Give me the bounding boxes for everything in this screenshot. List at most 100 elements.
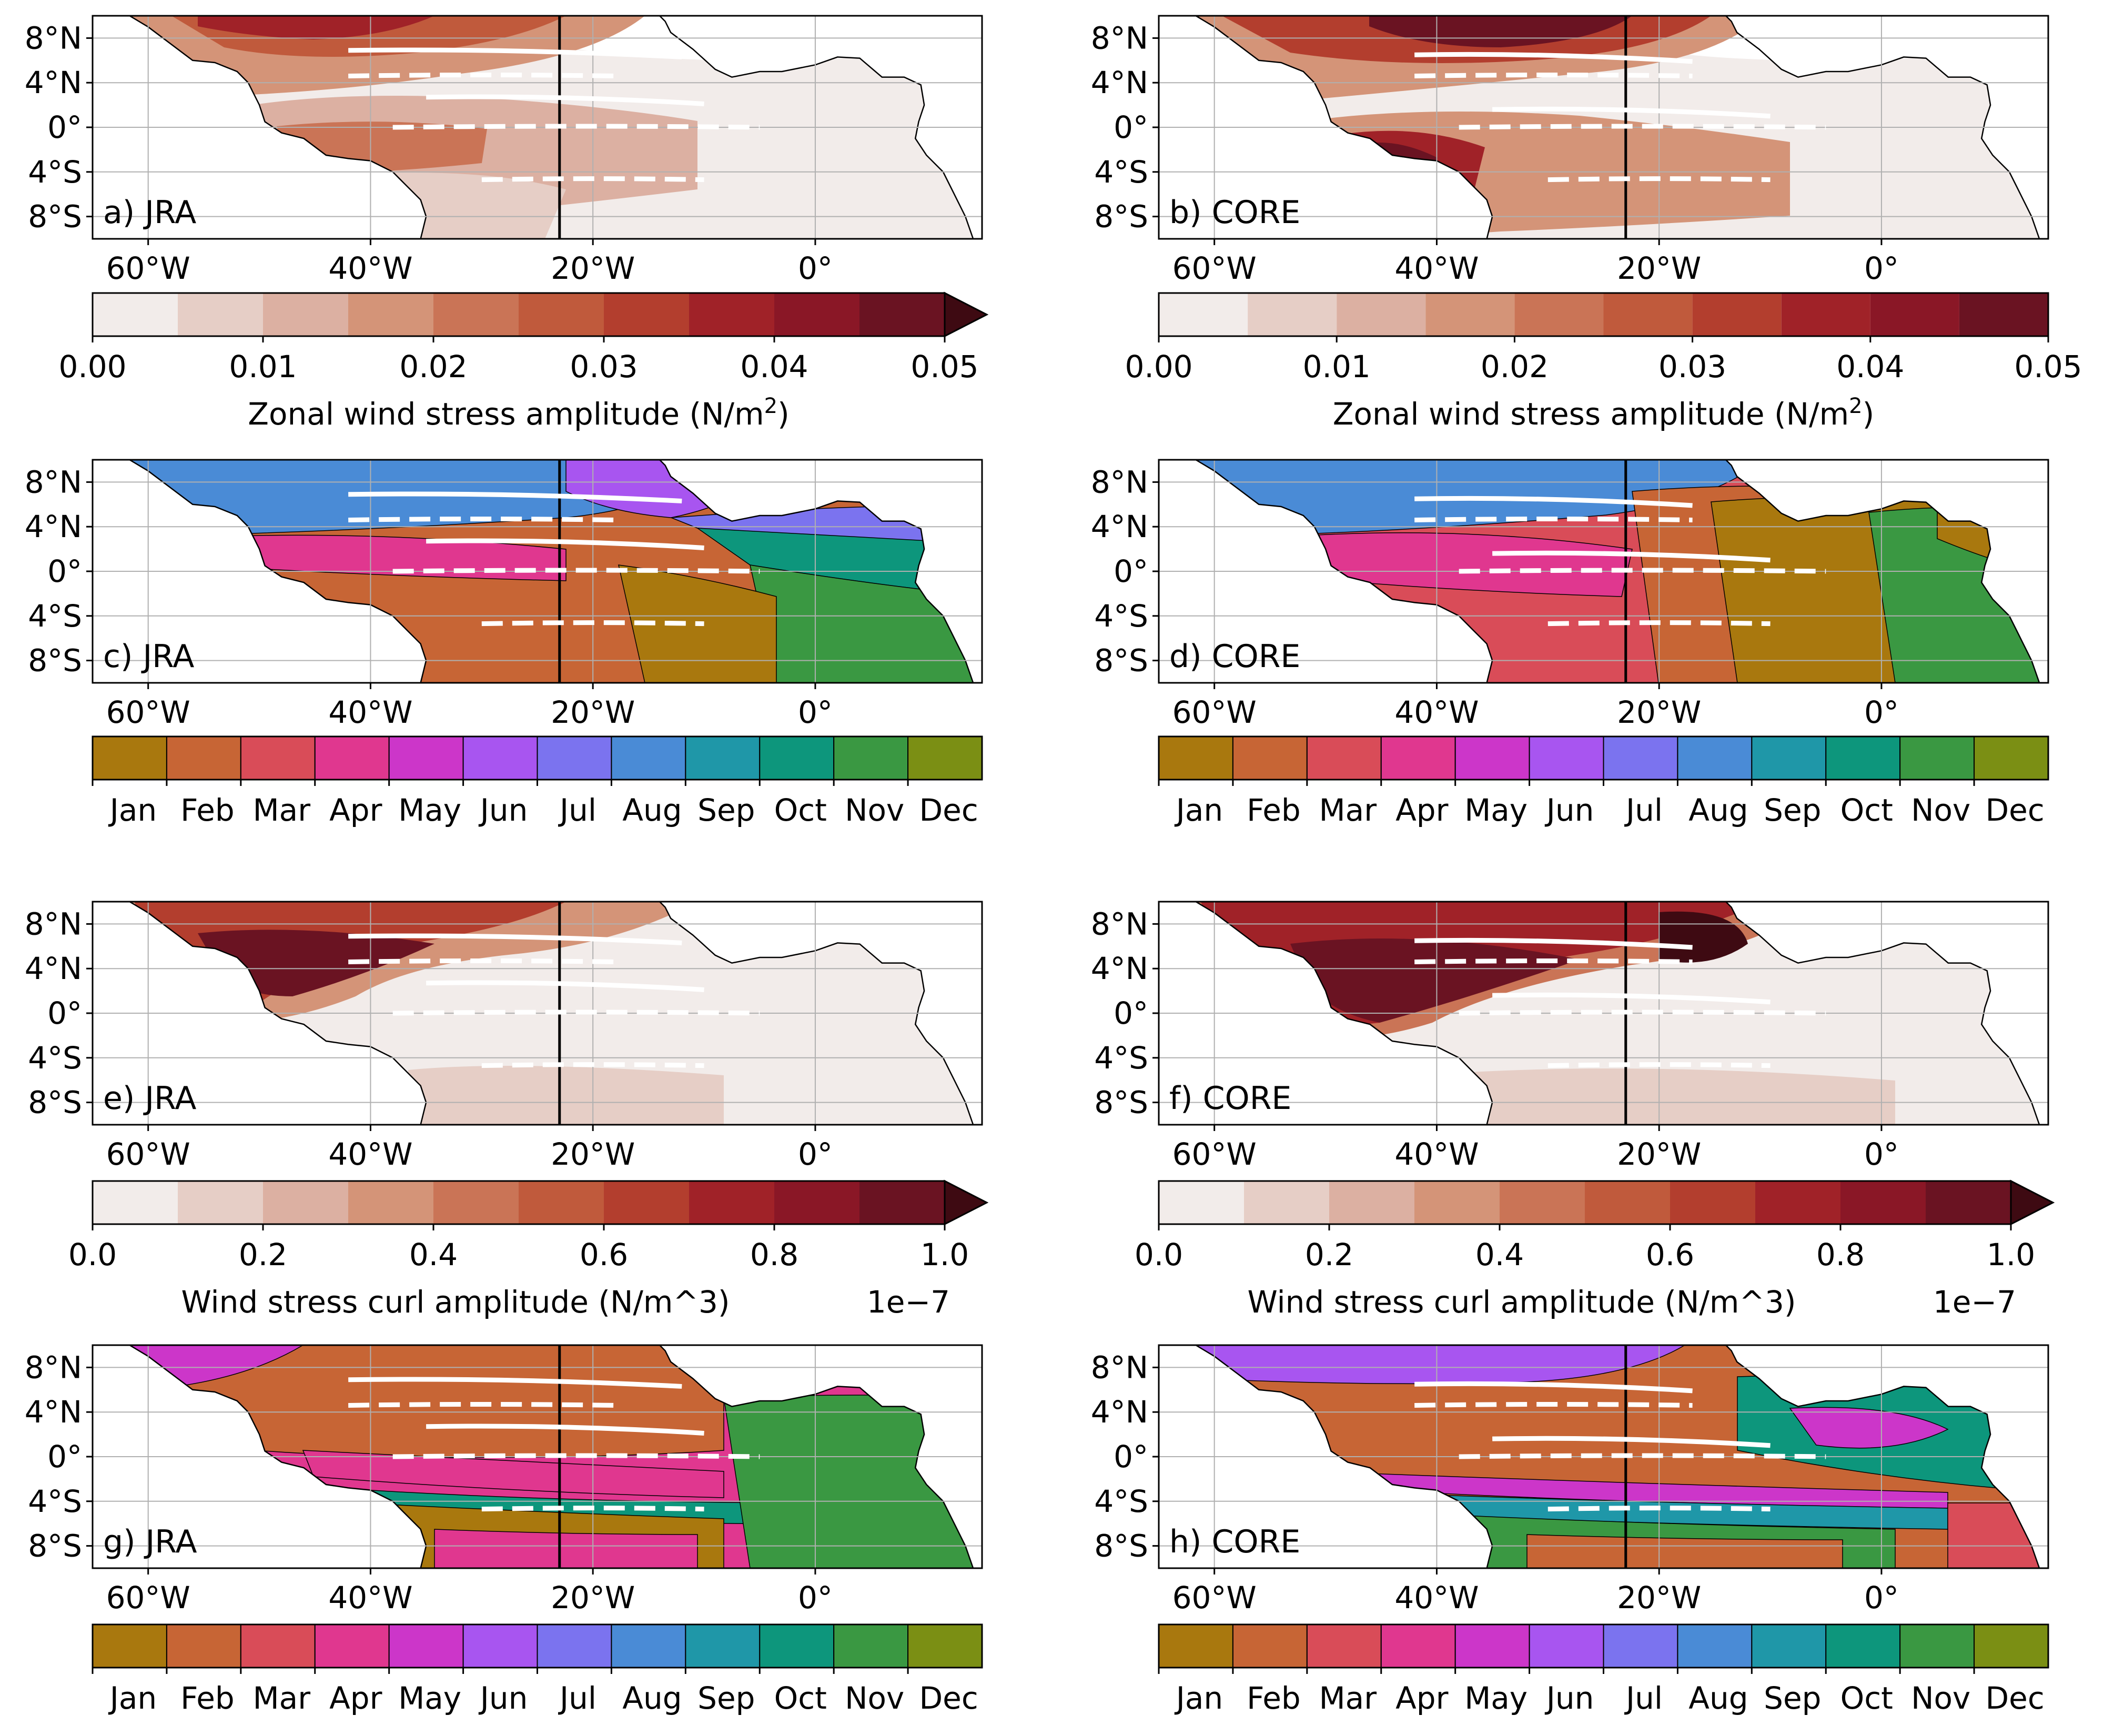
lat-tick-label: 0° (47, 553, 82, 589)
section-dashed-line (1414, 516, 1693, 522)
contour-band (434, 1529, 698, 1568)
month-tick-label: Jan (108, 1680, 157, 1716)
lat-tick-label: 8°N (25, 20, 82, 56)
section-solid-line (348, 491, 682, 503)
panel-label: a) JRA (103, 194, 196, 231)
lat-tick-label: 8°S (28, 1528, 82, 1564)
month-tick-label: May (398, 792, 461, 828)
colorbar-cell (1414, 1181, 1500, 1224)
month-tick-label: Apr (329, 792, 382, 828)
colorbar-cell (1529, 736, 1604, 780)
colorbar-tick-label: 0.02 (399, 349, 467, 385)
section-dashed-line (1547, 176, 1771, 183)
land-africa (621, 902, 982, 1125)
colorbar-cell (1454, 736, 1530, 780)
colorbar-cell (93, 293, 178, 336)
section-dashed-line (348, 72, 615, 78)
section-dashed-line (481, 1062, 704, 1068)
month-tick-label: Apr (1395, 792, 1448, 828)
colorbar-title: Zonal wind stress amplitude (N/m2) (248, 394, 789, 432)
month-tick-label: Sep (1764, 792, 1821, 828)
colorbar-title-text: Wind stress curl amplitude (N/m^3) (1247, 1284, 1796, 1320)
colorbar-tick-label: 0.4 (1475, 1237, 1524, 1273)
lat-tick-label: 8°N (1091, 20, 1148, 56)
colorbar-tick-label: 0.4 (409, 1237, 458, 1273)
colorbar-tick-label: 0.6 (1646, 1237, 1694, 1273)
lon-tick-label: 60°W (1172, 250, 1257, 286)
colorbar-cell (1585, 1181, 1670, 1224)
colorbar-cell (1159, 293, 1248, 336)
section-solid-line (348, 1377, 682, 1389)
colorbar-title-text: Zonal wind stress amplitude (N/m (248, 396, 764, 432)
month-tick-label: Jun (1545, 792, 1594, 828)
lon-tick-label: 40°W (1394, 250, 1479, 286)
field-b (1159, 16, 2048, 239)
colorbar-multiplier: 1e−7 (867, 1284, 950, 1320)
lat-tick-label: 4°S (1094, 1040, 1148, 1076)
colorbar-cell (537, 736, 612, 780)
map-panel-e: e) JRA 8°N 4°N 0° 4°S 8°S 60°W 40°W 20°W 0° (25, 901, 983, 1172)
month-tick-label: Dec (919, 792, 978, 828)
colorbar-cell (604, 293, 689, 336)
colorbar-tick-label: 0.0 (68, 1237, 117, 1273)
colorbar-cell (178, 1181, 263, 1224)
colorbar-cell (1248, 293, 1337, 336)
contour-band (1789, 1407, 1949, 1449)
section-solid-line (1414, 496, 1693, 508)
colorbar-cell (1677, 736, 1753, 780)
month-tick-label: Feb (1247, 1680, 1301, 1716)
field-f (1159, 902, 2048, 1125)
colorbar-title-sup: 2 (764, 394, 777, 418)
lat-tick-label: 4°N (1091, 509, 1148, 544)
panel-label: h) CORE (1169, 1523, 1300, 1560)
lat-tick-label: 8°N (25, 1349, 82, 1385)
colorbar-cell (462, 736, 538, 780)
lon-tick-label: 0° (798, 1580, 833, 1616)
month-tick-label: Oct (774, 792, 827, 828)
colorbar-cell (1232, 736, 1308, 780)
colorbar-extend-arrow (2010, 1179, 2055, 1226)
colorbar-cell (263, 293, 348, 336)
month-tick-label: Jul (558, 1680, 596, 1716)
colorbar-cell (859, 293, 945, 336)
lat-tick-label: 0° (1114, 1439, 1148, 1475)
section-dashed-line (348, 516, 615, 522)
lat-tick-label: 4°S (1094, 598, 1148, 634)
month-tick-label: Jul (1624, 792, 1663, 828)
section-dashed-line (1459, 1010, 1826, 1016)
month-tick-label: Feb (180, 1680, 235, 1716)
colorbar-cell (1603, 1624, 1678, 1668)
lat-tick-label: 8°S (28, 199, 82, 235)
colorbar-tick-label: 0.00 (1125, 349, 1192, 385)
colorbar-cell (92, 1624, 167, 1668)
colorbar-cell (1840, 1181, 1926, 1224)
lat-tick-label: 8°N (25, 906, 82, 942)
lon-tick-label: 20°W (551, 250, 635, 286)
section-solid-line (348, 933, 682, 945)
colorbar-cell (1380, 1624, 1456, 1668)
map-panel-a: a) JRA 8°N 4°N 0° 4°S 8°S 60°W 40°W 20°W 0° (25, 15, 983, 286)
colorbar-extend-arrow (944, 291, 989, 338)
colorbar-cell (1500, 1181, 1585, 1224)
colorbar-cell (1899, 736, 1975, 780)
colorbar-cell (433, 1181, 519, 1224)
month-tick-label: Sep (697, 792, 755, 828)
lat-tick-label: 8°S (1094, 1528, 1148, 1564)
section-dashed-line (1459, 124, 1826, 130)
lon-tick-label: 20°W (551, 1136, 635, 1172)
colorbar-frame (92, 292, 946, 337)
colorbar-d: Jan Feb Mar Apr May Jun Jul Aug Sep Oct Nov Dec (1158, 735, 2049, 828)
month-tick-label: Oct (1840, 1680, 1893, 1716)
colorbar-h: Jan Feb Mar Apr May Jun Jul Aug Sep Oct Nov Dec (1158, 1623, 2049, 1716)
month-tick-label: Dec (1985, 792, 2044, 828)
colorbar-multiplier: 1e−7 (1933, 1284, 2016, 1320)
lon-tick-label: 20°W (1617, 694, 1701, 730)
colorbar-cell (1926, 1181, 2011, 1224)
section-dashed-line (481, 1506, 704, 1512)
colorbar-cell (1677, 1624, 1753, 1668)
lon-tick-label: 0° (1864, 1136, 1899, 1172)
colorbar-tick-label: 1.0 (1987, 1237, 2035, 1273)
colorbar-cell (240, 1624, 316, 1668)
section-dashed-line (1414, 72, 1693, 78)
